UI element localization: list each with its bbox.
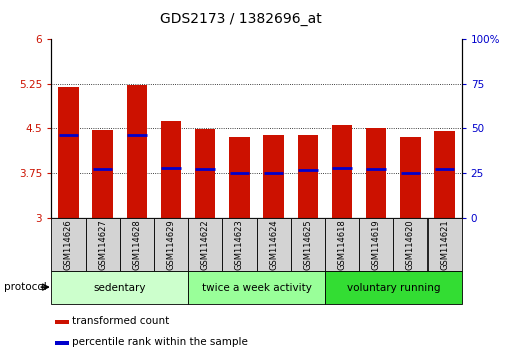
- Text: GSM114622: GSM114622: [201, 219, 210, 270]
- Text: GSM114623: GSM114623: [235, 219, 244, 270]
- Bar: [427, 218, 462, 271]
- Bar: [54, 342, 69, 346]
- Bar: [298, 136, 318, 218]
- Text: GSM114629: GSM114629: [167, 219, 175, 270]
- Text: voluntary running: voluntary running: [347, 282, 440, 293]
- Bar: [188, 218, 222, 271]
- Bar: [359, 218, 393, 271]
- Bar: [332, 125, 352, 218]
- Text: GSM114627: GSM114627: [98, 219, 107, 270]
- Bar: [393, 218, 427, 271]
- Text: GSM114619: GSM114619: [372, 219, 381, 270]
- Text: GSM114621: GSM114621: [440, 219, 449, 270]
- Text: GSM114626: GSM114626: [64, 219, 73, 270]
- Bar: [263, 136, 284, 218]
- Bar: [51, 218, 86, 271]
- Bar: [54, 320, 69, 324]
- Bar: [188, 271, 325, 304]
- Bar: [366, 128, 386, 218]
- Text: transformed count: transformed count: [72, 316, 169, 326]
- Bar: [92, 130, 113, 218]
- Bar: [120, 218, 154, 271]
- Bar: [325, 271, 462, 304]
- Text: GSM114625: GSM114625: [303, 219, 312, 270]
- Bar: [154, 218, 188, 271]
- Bar: [58, 87, 78, 218]
- Text: GSM114618: GSM114618: [338, 219, 346, 270]
- Text: GDS2173 / 1382696_at: GDS2173 / 1382696_at: [160, 12, 322, 27]
- Text: sedentary: sedentary: [93, 282, 146, 293]
- Text: GSM114628: GSM114628: [132, 219, 141, 270]
- Bar: [161, 121, 181, 218]
- Bar: [222, 218, 256, 271]
- Bar: [435, 131, 455, 218]
- Text: percentile rank within the sample: percentile rank within the sample: [72, 337, 248, 347]
- Text: twice a week activity: twice a week activity: [202, 282, 311, 293]
- Text: protocol: protocol: [4, 282, 47, 292]
- Bar: [291, 218, 325, 271]
- Bar: [51, 271, 188, 304]
- Bar: [229, 137, 250, 218]
- Bar: [256, 218, 291, 271]
- Bar: [127, 85, 147, 218]
- Bar: [195, 129, 215, 218]
- Text: GSM114620: GSM114620: [406, 219, 415, 270]
- Text: GSM114624: GSM114624: [269, 219, 278, 270]
- Bar: [400, 137, 421, 218]
- Bar: [325, 218, 359, 271]
- Bar: [86, 218, 120, 271]
